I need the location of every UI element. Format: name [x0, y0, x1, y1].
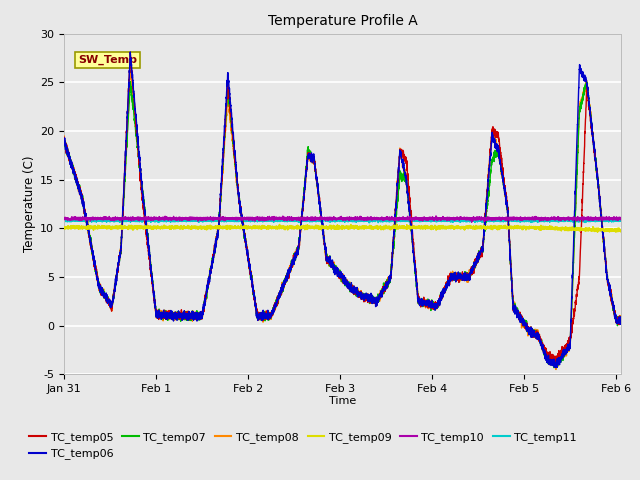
X-axis label: Time: Time: [329, 396, 356, 406]
Y-axis label: Temperature (C): Temperature (C): [23, 156, 36, 252]
Text: SW_Temp: SW_Temp: [78, 55, 137, 65]
Legend: TC_temp05, TC_temp06, TC_temp07, TC_temp08, TC_temp09, TC_temp10, TC_temp11: TC_temp05, TC_temp06, TC_temp07, TC_temp…: [25, 428, 581, 464]
Title: Temperature Profile A: Temperature Profile A: [268, 14, 417, 28]
